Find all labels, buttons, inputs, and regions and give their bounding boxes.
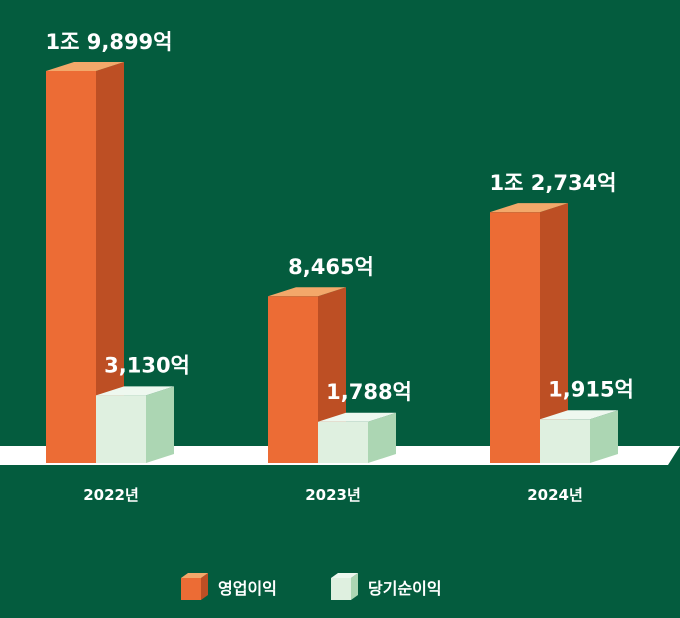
value-label-operating-profit: 8,465억 [288, 255, 374, 279]
legend-label: 영업이익 [218, 579, 277, 598]
legend-swatch-icon [331, 573, 358, 600]
legend-item: 당기순이익 [331, 573, 442, 600]
value-label-operating-profit: 1조 2,734억 [490, 171, 617, 195]
legend-swatch-icon [181, 573, 208, 600]
legend: 영업이익 당기순이익 [181, 573, 442, 600]
value-label-net-profit: 1,915억 [548, 377, 634, 401]
x-tick-label: 2022년 [83, 486, 139, 504]
x-tick-label: 2024년 [527, 486, 583, 504]
value-label-operating-profit: 1조 9,899억 [46, 30, 173, 54]
bar-net-profit [96, 386, 174, 463]
legend-label: 당기순이익 [368, 579, 442, 598]
bar-operating-profit [46, 62, 124, 463]
bar-operating-profit [490, 203, 568, 463]
x-tick-label: 2023년 [305, 486, 361, 504]
value-label-net-profit: 1,788억 [326, 380, 412, 404]
legend-item: 영업이익 [181, 573, 277, 600]
bar-net-profit [318, 412, 396, 463]
bar-net-profit [540, 410, 618, 463]
value-label-net-profit: 3,130억 [104, 353, 190, 377]
